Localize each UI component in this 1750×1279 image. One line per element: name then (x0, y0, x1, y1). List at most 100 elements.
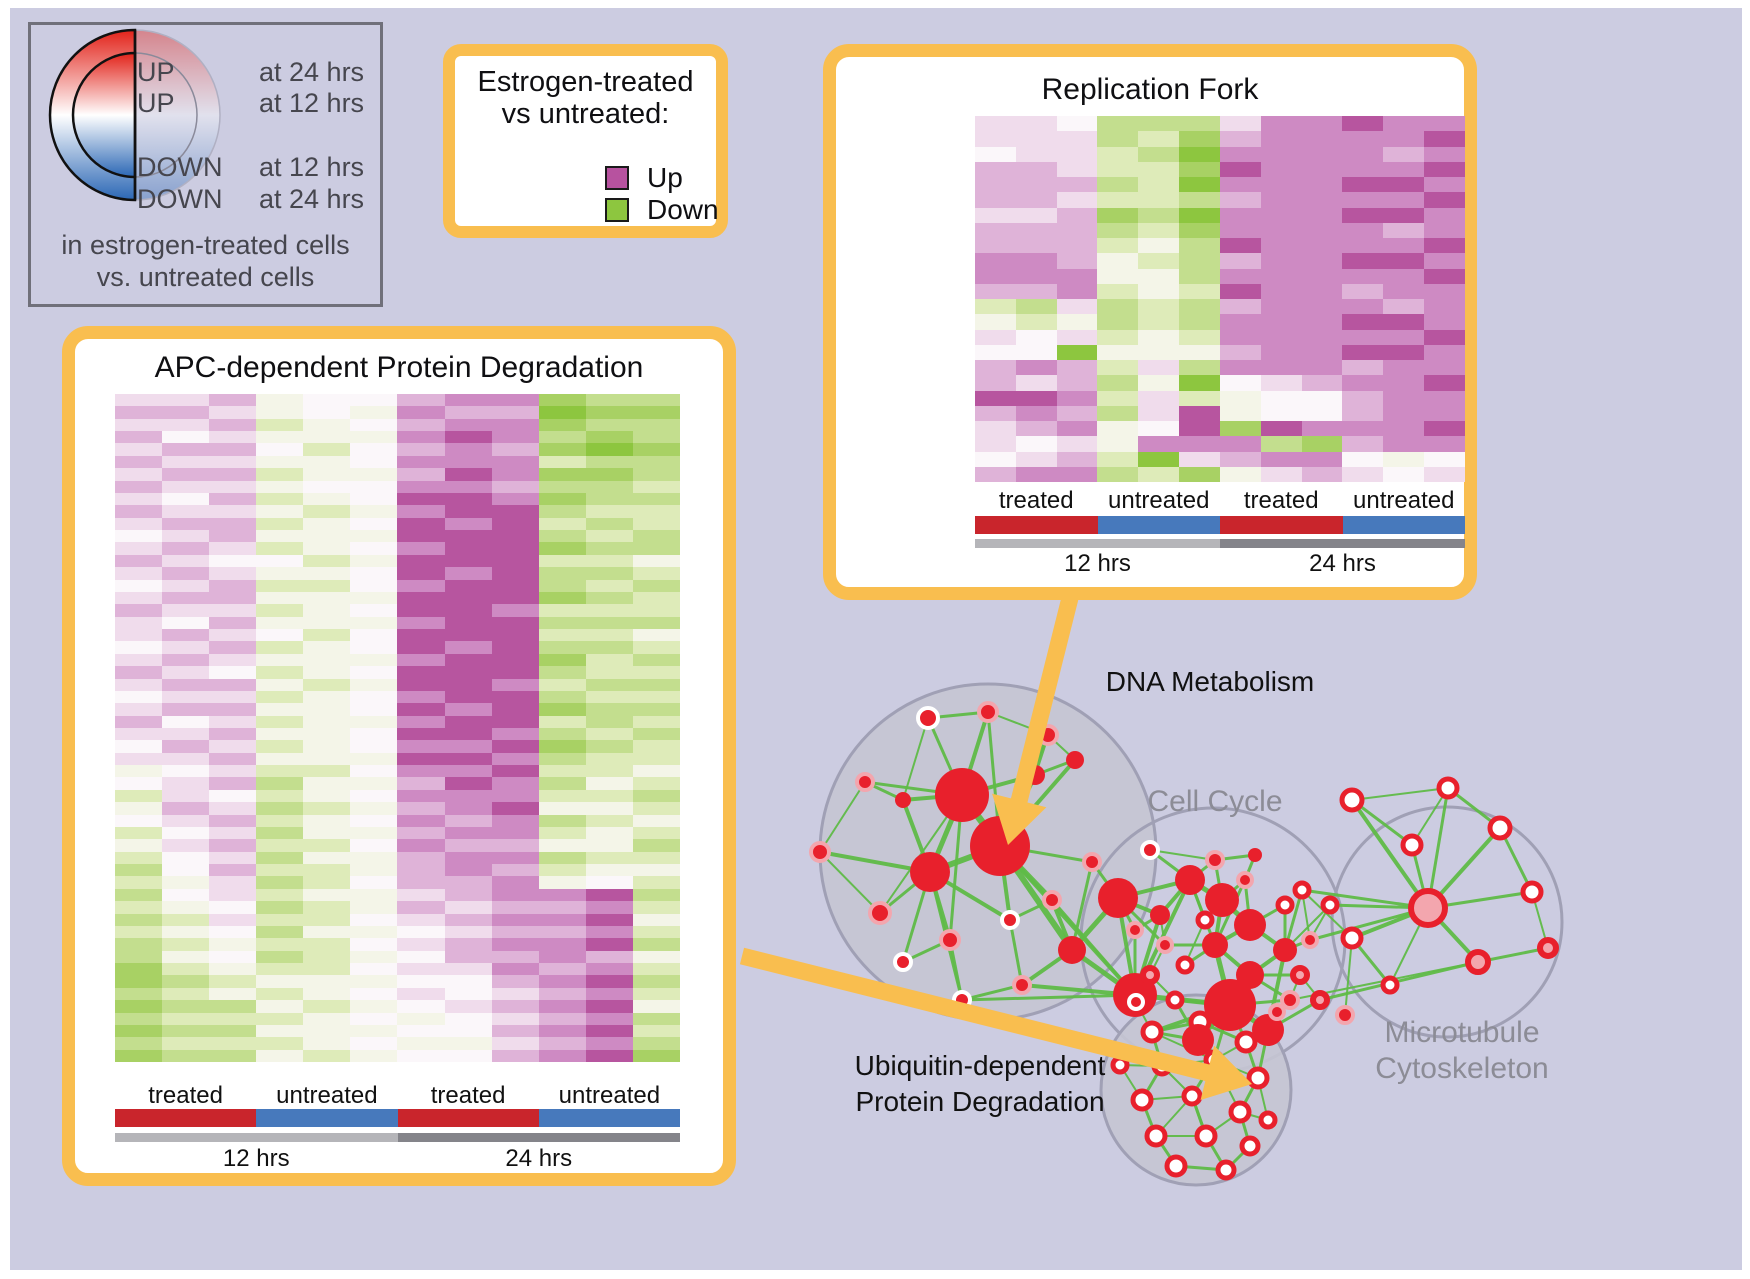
heatmap-cell (491, 740, 539, 753)
heatmap-cell (1260, 161, 1302, 177)
heatmap-cell (303, 1000, 351, 1013)
heatmap-cell (444, 864, 492, 877)
heatmap-cell (256, 950, 304, 964)
heatmap-cell (585, 517, 633, 531)
heatmap-cell (491, 492, 539, 506)
heatmap-cell (1179, 192, 1220, 208)
heatmap-cell (632, 492, 680, 506)
condition-bar-segment (1220, 516, 1343, 534)
heatmap-cell (303, 579, 351, 592)
heatmap-cell (632, 394, 680, 407)
network-node (1175, 865, 1205, 895)
heatmap-cell (632, 777, 680, 790)
network-edge (1351, 787, 1449, 801)
network-node (1258, 1110, 1278, 1130)
heatmap-cell (1015, 268, 1057, 284)
heatmap-cell (1179, 283, 1220, 299)
heatmap-cell (115, 975, 163, 988)
heatmap-cell (1342, 466, 1384, 482)
heatmap-cell (115, 925, 163, 939)
heatmap-cell (1301, 131, 1343, 147)
ring-row-down12-dir: DOWN (137, 152, 223, 182)
replication-fork-group-labels: treated untreated treated untreated (975, 487, 1465, 515)
heatmap-cell (303, 542, 351, 555)
heatmap-cell (350, 1024, 398, 1038)
replication-fork-condition-bar (975, 516, 1465, 534)
heatmap-cell (115, 839, 163, 852)
heatmap-cell (303, 715, 351, 728)
heatmap-cell (1383, 436, 1425, 452)
heatmap-cell (1383, 116, 1425, 132)
heatmap-cell (303, 777, 351, 790)
heatmap-cell (1138, 268, 1180, 284)
heatmap-cell (1056, 451, 1098, 467)
heatmap-cell (1301, 161, 1343, 177)
heatmap-cell (162, 492, 210, 506)
network-node (1012, 975, 1032, 995)
heatmap-cell (1056, 344, 1098, 360)
heatmap-cell (632, 567, 680, 580)
heatmap-cell (444, 814, 492, 827)
heatmap-cell (397, 777, 445, 790)
ring-row-down24-dir: DOWN (137, 184, 223, 214)
heatmap-cell (209, 542, 257, 555)
heatmap-cell (538, 604, 586, 617)
heatmap-cell (632, 765, 680, 778)
heatmap-cell (1260, 405, 1302, 421)
heatmap-cell (397, 876, 445, 889)
cluster-label: Cell Cycle (1147, 785, 1283, 818)
heatmap-cell (115, 950, 163, 964)
heatmap-cell (491, 975, 539, 988)
heatmap-cell (303, 567, 351, 580)
heatmap-cell (585, 727, 633, 741)
heatmap-cell (256, 765, 304, 778)
heatmap-cell (1260, 390, 1302, 406)
network-node (1239, 1135, 1261, 1157)
heatmap-cell (491, 480, 539, 493)
heatmap-cell (491, 505, 539, 518)
heatmap-cell (444, 777, 492, 790)
heatmap-cell (1260, 116, 1302, 132)
heatmap-cell (350, 876, 398, 889)
heatmap-cell (162, 455, 210, 469)
heatmap-cell (350, 455, 398, 469)
heatmap-cell (585, 406, 633, 419)
heatmap-cell (162, 653, 210, 667)
heatmap-cell (491, 901, 539, 914)
heatmap-cell (1179, 177, 1220, 193)
heatmap-cell (1424, 253, 1465, 269)
network-node (895, 792, 911, 808)
ring-row-down24-time: at 24 hrs (259, 184, 365, 214)
heatmap-cell (1301, 192, 1343, 208)
heatmap-cell (397, 802, 445, 815)
heatmap-cell (1179, 405, 1220, 421)
heatmap-cell (397, 517, 445, 531)
heatmap-cell (585, 864, 633, 877)
heatmap-cell (209, 480, 257, 493)
heatmap-cell (303, 938, 351, 951)
heatmap-cell (1219, 222, 1261, 238)
heatmap-cell (444, 492, 492, 506)
heatmap-cell (303, 641, 351, 654)
heatmap-cell (162, 777, 210, 790)
heatmap-cell (350, 567, 398, 580)
condition-bar-segment (115, 1109, 257, 1127)
heatmap-cell (491, 579, 539, 592)
heatmap-cell (303, 517, 351, 531)
heatmap-cell (1219, 207, 1261, 223)
heatmap-cell (1383, 268, 1425, 284)
heatmap-cell (632, 406, 680, 419)
heatmap-cell (632, 1049, 680, 1062)
heatmap-cell (1179, 466, 1220, 482)
heatmap-cell (350, 418, 398, 432)
condition-bar-segment (538, 1109, 680, 1127)
apc-heatmap (115, 394, 680, 1062)
heatmap-cell (1219, 192, 1261, 208)
cluster-label: Ubiquitin-dependent (854, 1050, 1106, 1081)
heatmap-cell (1301, 421, 1343, 437)
ring-legend: UP at 24 hrs UP at 12 hrs DOWN at 12 hrs… (28, 22, 383, 307)
heatmap-cell (303, 418, 351, 432)
network-node (1181, 1085, 1203, 1107)
heatmap-cell (632, 901, 680, 914)
heatmap-cell (1342, 421, 1384, 437)
